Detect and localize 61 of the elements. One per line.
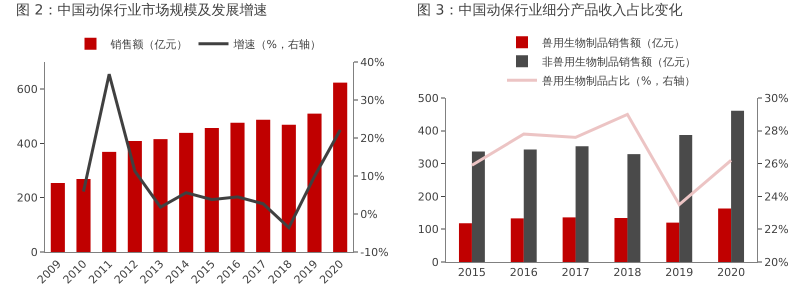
- y2-tick-label: 40%: [360, 56, 385, 69]
- legend-label: 销售额（亿元）: [110, 38, 188, 51]
- bar: [679, 135, 692, 262]
- y-tick-label: 600: [16, 82, 38, 96]
- x-tick-label: 2020: [717, 266, 746, 280]
- bar: [524, 150, 537, 262]
- y-tick-label: 400: [16, 137, 38, 150]
- bar: [666, 222, 680, 262]
- y-tick-label: 400: [418, 124, 439, 138]
- bar: [472, 151, 485, 262]
- legend-label: 兽用生物制品销售额（亿元）: [542, 36, 685, 50]
- bar: [204, 128, 219, 252]
- bar: [50, 183, 65, 252]
- y-tick-label: 0: [432, 256, 439, 269]
- bar: [128, 140, 142, 252]
- bar: [562, 217, 576, 262]
- bar: [102, 152, 116, 252]
- legend-label: 增速（%，右轴）: [232, 38, 321, 51]
- y-tick-label: 100: [418, 223, 439, 236]
- bar: [333, 82, 348, 252]
- y2-tick-label: 20%: [360, 132, 385, 145]
- x-tick-label: 2015: [458, 266, 486, 280]
- bar: [307, 114, 322, 252]
- bar: [458, 223, 472, 262]
- y2-tick-label: 10%: [360, 170, 385, 183]
- y-tick-label: 0: [30, 246, 38, 259]
- line-series: [470, 112, 733, 206]
- bar: [179, 132, 194, 252]
- x-tick-label: 2019: [665, 266, 694, 280]
- bar: [153, 139, 168, 252]
- bar: [510, 218, 524, 262]
- x-tick-label: 2018: [613, 266, 642, 280]
- bar: [627, 154, 640, 262]
- bar: [614, 218, 628, 262]
- chart-title: 图 2：中国动保行业市场规模及发展增速: [16, 2, 268, 18]
- legend-label: 非兽用生物制品销售额（亿元）: [542, 56, 696, 69]
- bar: [256, 120, 270, 252]
- y2-tick-label: -10%: [360, 246, 389, 259]
- bar: [718, 208, 732, 262]
- x-tick-label: 2016: [510, 266, 538, 280]
- y2-tick-label: 30%: [360, 94, 385, 107]
- bar: [576, 146, 589, 262]
- x-tick-label: 2017: [562, 266, 590, 280]
- line-series: [82, 72, 342, 230]
- y2-tick-label: 26%: [764, 157, 789, 170]
- chart-title: 图 3：中国动保行业细分产品收入占比变化: [417, 2, 682, 18]
- y-tick-label: 500: [418, 92, 439, 105]
- bar: [282, 124, 296, 252]
- y-tick-label: 200: [16, 192, 38, 205]
- y2-tick-label: 28%: [764, 124, 789, 138]
- y2-tick-label: 24%: [764, 190, 789, 204]
- y-tick-label: 300: [418, 157, 439, 170]
- bar: [230, 122, 245, 252]
- y2-tick-label: 22%: [764, 223, 789, 236]
- bar: [731, 110, 744, 262]
- y-tick-label: 200: [418, 190, 439, 204]
- y2-tick-label: 30%: [764, 92, 789, 105]
- legend-label: 兽用生物制品占比（%，右轴）: [542, 74, 696, 88]
- bar: [76, 178, 91, 252]
- y2-tick-label: 0%: [360, 208, 378, 221]
- y2-tick-label: 20%: [764, 256, 789, 269]
